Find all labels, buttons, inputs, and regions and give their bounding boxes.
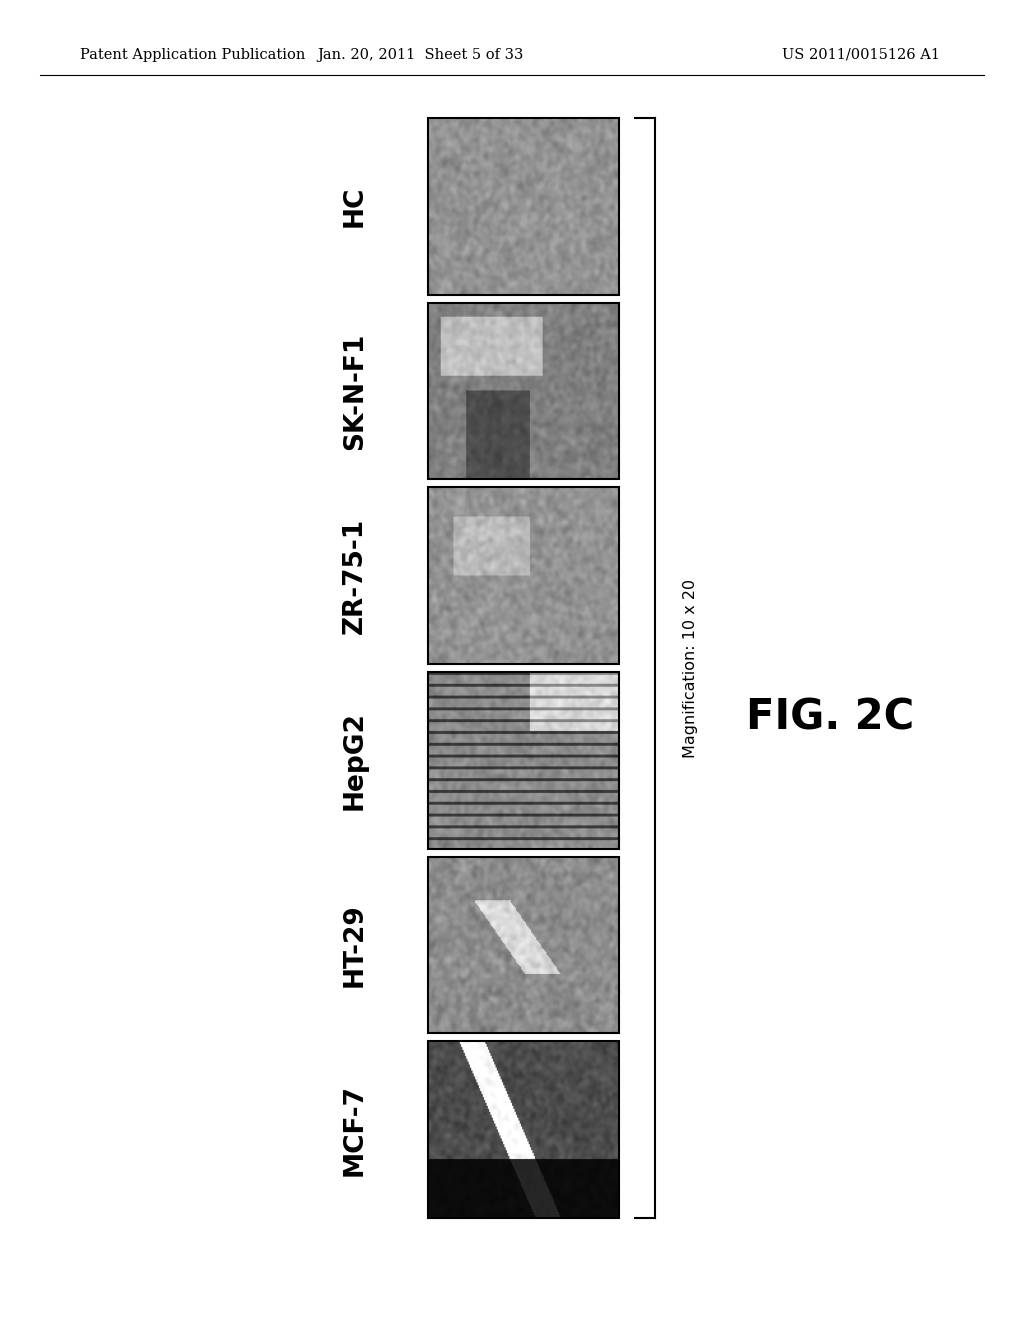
Text: ZR-75-1: ZR-75-1 xyxy=(342,517,368,634)
Text: Patent Application Publication: Patent Application Publication xyxy=(80,48,305,62)
Bar xyxy=(428,672,618,849)
Text: SK-N-F1: SK-N-F1 xyxy=(342,333,368,450)
Text: HT-29: HT-29 xyxy=(342,903,368,987)
Text: HepG2: HepG2 xyxy=(342,711,368,809)
Text: MCF-7: MCF-7 xyxy=(342,1084,368,1176)
Bar xyxy=(428,1041,618,1218)
Text: Magnification: 10 x 20: Magnification: 10 x 20 xyxy=(683,578,697,758)
Text: HC: HC xyxy=(342,186,368,227)
Text: Jan. 20, 2011  Sheet 5 of 33: Jan. 20, 2011 Sheet 5 of 33 xyxy=(316,48,523,62)
Text: US 2011/0015126 A1: US 2011/0015126 A1 xyxy=(782,48,940,62)
Bar xyxy=(428,487,618,664)
Bar xyxy=(428,857,618,1034)
Text: FIG. 2C: FIG. 2C xyxy=(745,697,914,739)
Bar xyxy=(428,302,618,479)
Bar xyxy=(428,117,618,294)
